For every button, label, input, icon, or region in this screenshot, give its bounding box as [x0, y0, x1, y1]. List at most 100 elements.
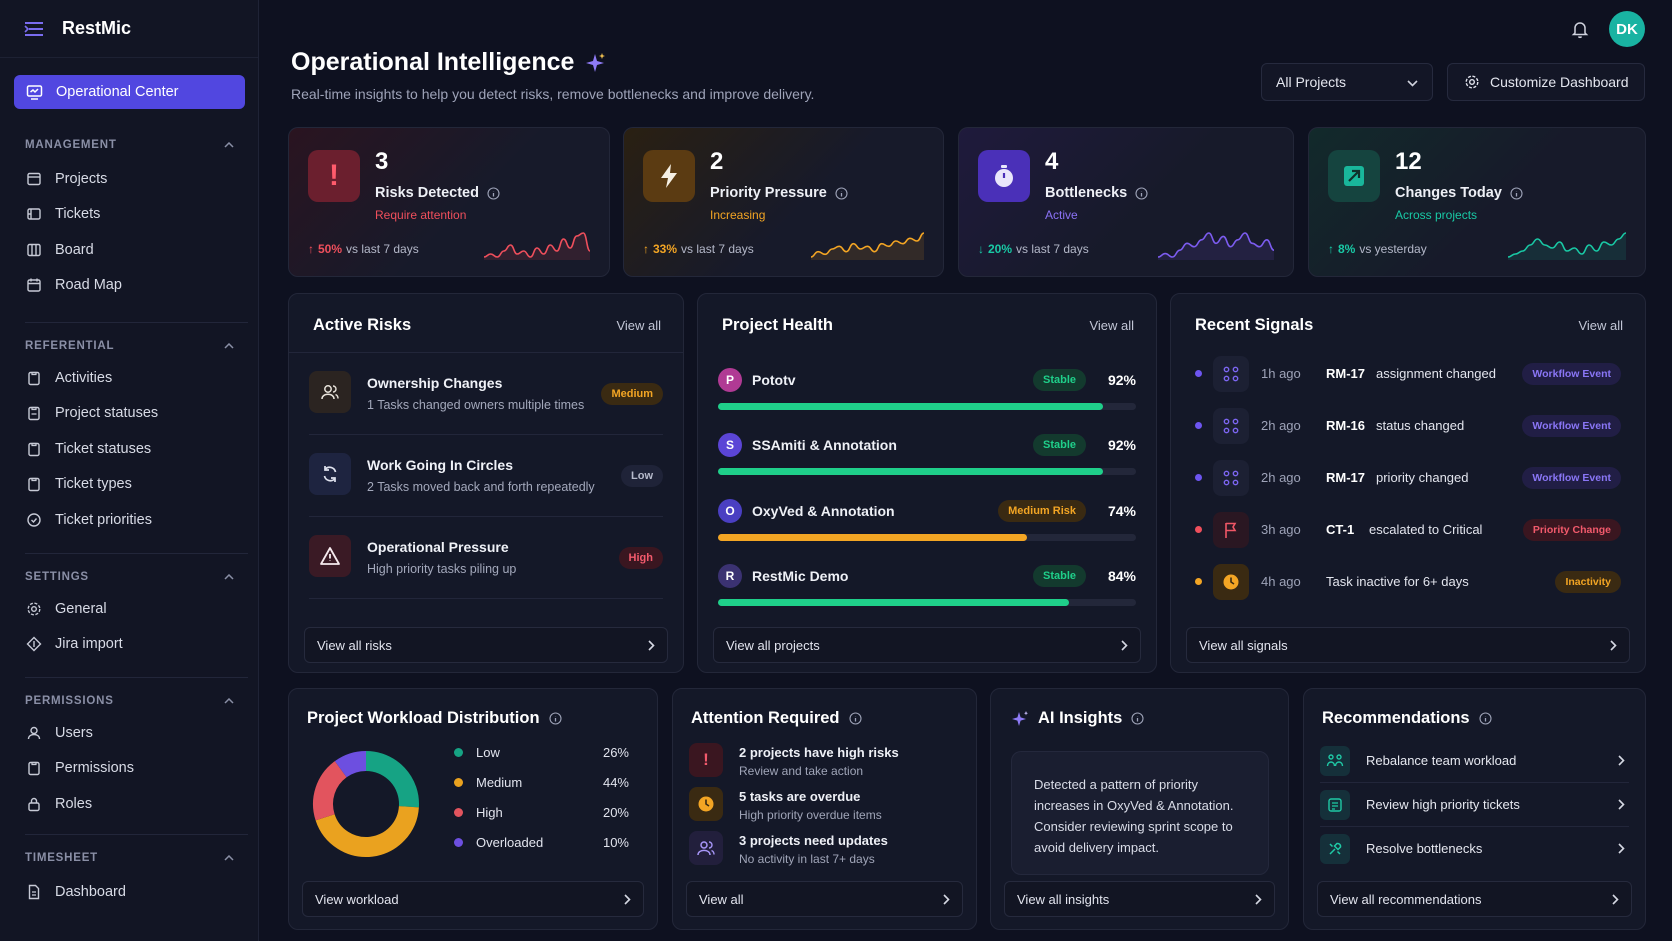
risk-item[interactable]: Ownership Changes 1 Tasks changed owners… — [309, 353, 663, 435]
signal-row[interactable]: 1h ago RM-17 assignment changed Workflow… — [1189, 348, 1627, 400]
info-icon[interactable] — [1479, 712, 1492, 725]
panel-title: Recommendations — [1322, 709, 1492, 728]
signal-row[interactable]: 2h ago RM-17 priority changed Workflow E… — [1189, 452, 1627, 504]
section-header[interactable]: TIMESHEET — [0, 848, 259, 868]
info-icon[interactable] — [1510, 186, 1523, 200]
jira-icon — [26, 636, 42, 652]
risk-item[interactable]: Work Going In Circles 2 Tasks moved back… — [309, 435, 663, 517]
bell-icon[interactable] — [1570, 19, 1590, 39]
signal-ticket-id[interactable]: CT-1 — [1326, 522, 1355, 537]
project-percent: 74% — [1107, 503, 1136, 519]
info-icon[interactable] — [848, 712, 862, 725]
signal-time: 1h ago — [1261, 366, 1301, 381]
gear-icon — [27, 602, 41, 616]
sidebar-item-project-statuses[interactable]: Project statuses — [0, 396, 259, 432]
sidebar-item-ticket-types[interactable]: Ticket types — [0, 467, 259, 503]
view-all-insights-button[interactable]: View all insights — [1004, 881, 1275, 917]
view-all-link[interactable]: View all — [1578, 318, 1623, 333]
signal-ticket-id[interactable]: RM-17 — [1326, 470, 1366, 485]
kpi-compare: vs last 7 days — [1016, 242, 1089, 256]
alert-icon: ! — [308, 150, 360, 202]
view-all-attention-button[interactable]: View all — [686, 881, 963, 917]
recommendation-item[interactable]: Rebalance team workload — [1320, 739, 1629, 783]
project-row[interactable]: P Pototv Stable 92% — [718, 362, 1136, 422]
risk-title: Ownership Changes — [367, 375, 503, 391]
kpi-changes-today[interactable]: 12 Changes Today Across projects ↑ 8% vs y… — [1308, 127, 1646, 277]
sidebar-item-general[interactable]: General — [0, 591, 259, 627]
sidebar-item-ticket-priorities[interactable]: Ticket priorities — [0, 502, 259, 538]
team-icon — [1320, 746, 1350, 776]
signal-ticket-id[interactable]: RM-16 — [1326, 418, 1366, 433]
signal-ticket-id[interactable]: RM-17 — [1326, 366, 1366, 381]
sidebar-item-jira-import[interactable]: Jira import — [0, 627, 259, 663]
legend-dot — [454, 808, 463, 817]
sidebar-item-road-map[interactable]: Road Map — [0, 268, 259, 304]
kpi-risks-detected[interactable]: ! 3 Risks Detected Require attention ↑ 50… — [288, 127, 610, 277]
section-header[interactable]: SETTINGS — [0, 567, 259, 587]
section-header[interactable]: MANAGEMENT — [0, 135, 259, 155]
attention-desc: Review and take action — [739, 764, 864, 778]
section-header[interactable]: PERMISSIONS — [0, 691, 259, 711]
kpi-value: 3 — [375, 148, 389, 175]
sidebar-item-permissions[interactable]: Permissions — [0, 751, 259, 787]
recommendation-item[interactable]: Review high priority tickets — [1320, 783, 1629, 827]
chevron-up-icon — [224, 343, 234, 349]
attention-title: 5 tasks are overdue — [739, 789, 861, 804]
users-icon — [309, 371, 351, 413]
signal-time: 2h ago — [1261, 418, 1301, 433]
project-row[interactable]: S SSAmiti & Annotation Stable 92% — [718, 427, 1136, 487]
sidebar-item-users[interactable]: Users — [0, 715, 259, 751]
info-icon[interactable] — [1135, 186, 1148, 200]
sidebar-item-roles[interactable]: Roles — [0, 786, 259, 822]
info-icon[interactable] — [548, 712, 562, 725]
risk-item[interactable]: Operational Pressure High priority tasks… — [309, 517, 663, 599]
sidebar-item-projects[interactable]: Projects — [0, 161, 259, 197]
view-all-link[interactable]: View all — [1089, 318, 1134, 333]
info-icon[interactable] — [835, 186, 848, 200]
legend-value: 20% — [602, 805, 629, 820]
signal-row[interactable]: 2h ago RM-16 status changed Workflow Eve… — [1189, 400, 1627, 452]
flag-icon — [1213, 512, 1249, 548]
info-icon[interactable] — [487, 186, 500, 200]
view-all-link[interactable]: View all — [616, 318, 661, 333]
project-row[interactable]: R RestMic Demo Stable 84% — [718, 558, 1136, 618]
sidebar-item-board[interactable]: Board — [0, 232, 259, 268]
panel-title: Recent Signals — [1195, 316, 1314, 334]
kpi-bottlenecks[interactable]: 4 Bottlenecks Active ↓ 20% vs last 7 days — [958, 127, 1294, 277]
sidebar-item-activities[interactable]: Activities — [0, 360, 259, 396]
menu-icon[interactable] — [24, 21, 44, 36]
attention-item[interactable]: ! 2 projects have high risks Review and … — [689, 743, 960, 787]
avatar[interactable]: DK — [1609, 11, 1645, 47]
arrow-up-icon: ↑ — [1328, 242, 1334, 256]
project-select[interactable]: All Projects — [1261, 63, 1433, 101]
sidebar-item-tickets[interactable]: Tickets — [0, 197, 259, 233]
chevron-right-icon — [1255, 894, 1262, 905]
view-all-signals-button[interactable]: View all signals — [1186, 627, 1630, 663]
panel-title-text: Attention Required — [691, 709, 840, 727]
progress-fill — [718, 468, 1103, 475]
divider — [25, 677, 248, 678]
attention-item[interactable]: 5 tasks are overdue High priority overdu… — [689, 787, 960, 831]
footer-label: View all insights — [1017, 891, 1110, 907]
kpi-status: Increasing — [710, 208, 766, 222]
sidebar-item-ticket-statuses[interactable]: Ticket statuses — [0, 431, 259, 467]
customize-dashboard-button[interactable]: Customize Dashboard — [1447, 63, 1645, 101]
kpi-priority-pressure[interactable]: 2 Priority Pressure Increasing ↑ 33% vs la… — [623, 127, 944, 277]
project-status-badge: Medium Risk — [998, 500, 1086, 522]
signal-row[interactable]: 3h ago CT-1 escalated to Critical Priori… — [1189, 504, 1627, 556]
info-icon[interactable] — [1131, 712, 1144, 725]
view-all-risks-button[interactable]: View all risks — [304, 627, 668, 663]
section-header[interactable]: REFERENTIAL — [0, 336, 259, 356]
project-name: RestMic Demo — [752, 568, 849, 584]
project-percent: 92% — [1107, 372, 1136, 388]
recommendation-item[interactable]: Resolve bottlenecks — [1320, 827, 1629, 871]
attention-item[interactable]: 3 projects need updates No activity in l… — [689, 831, 960, 875]
project-row[interactable]: O OxyVed & Annotation Medium Risk 74% — [718, 493, 1136, 553]
signal-row[interactable]: 4h ago Task inactive for 6+ days Inactiv… — [1189, 556, 1627, 608]
sidebar-item-operational-center[interactable]: Operational Center — [14, 75, 245, 109]
view-workload-button[interactable]: View workload — [302, 881, 644, 917]
view-all-projects-button[interactable]: View all projects — [713, 627, 1141, 663]
sidebar-item-dashboard[interactable]: Dashboard — [0, 874, 259, 910]
view-all-recommendations-button[interactable]: View all recommendations — [1317, 881, 1632, 917]
sidebar-item-label: Permissions — [55, 760, 134, 777]
